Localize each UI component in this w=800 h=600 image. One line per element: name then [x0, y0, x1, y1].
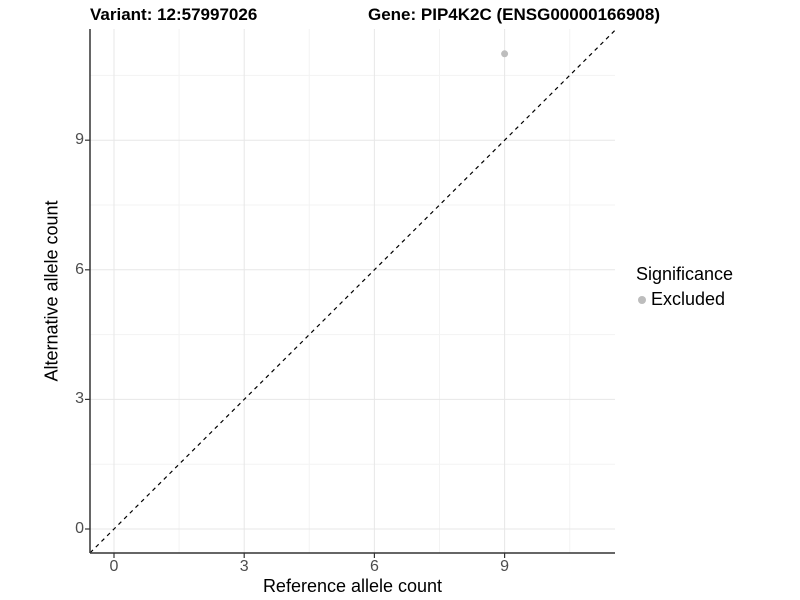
legend-point-icon — [638, 295, 646, 304]
x-axis-title: Reference allele count — [262, 576, 443, 596]
y-tick-label: 6 — [75, 260, 84, 278]
data-point — [501, 50, 509, 58]
identity-reference-line — [89, 29, 616, 554]
x-tick-label: 0 — [109, 558, 119, 575]
legend-item-label: Excluded — [651, 289, 726, 309]
legend-title: Significance — [636, 264, 734, 284]
x-tick-label: 9 — [500, 558, 510, 575]
plot-title-variant: Variant: 12:57997026 — [90, 5, 258, 24]
legend-item-excluded: Excluded — [636, 289, 733, 310]
y-tick-label: 3 — [75, 390, 84, 408]
y-tick-label: 0 — [75, 520, 84, 537]
plot-title-gene: Gene: PIP4K2C (ENSG00000166908) — [368, 5, 660, 24]
x-tick-label: 3 — [239, 558, 249, 575]
y-axis-title: Alternative allele count — [41, 200, 62, 382]
legend: Significance Excluded — [636, 264, 733, 310]
x-tick-label: 6 — [369, 558, 379, 575]
y-tick-label: 9 — [75, 131, 84, 149]
